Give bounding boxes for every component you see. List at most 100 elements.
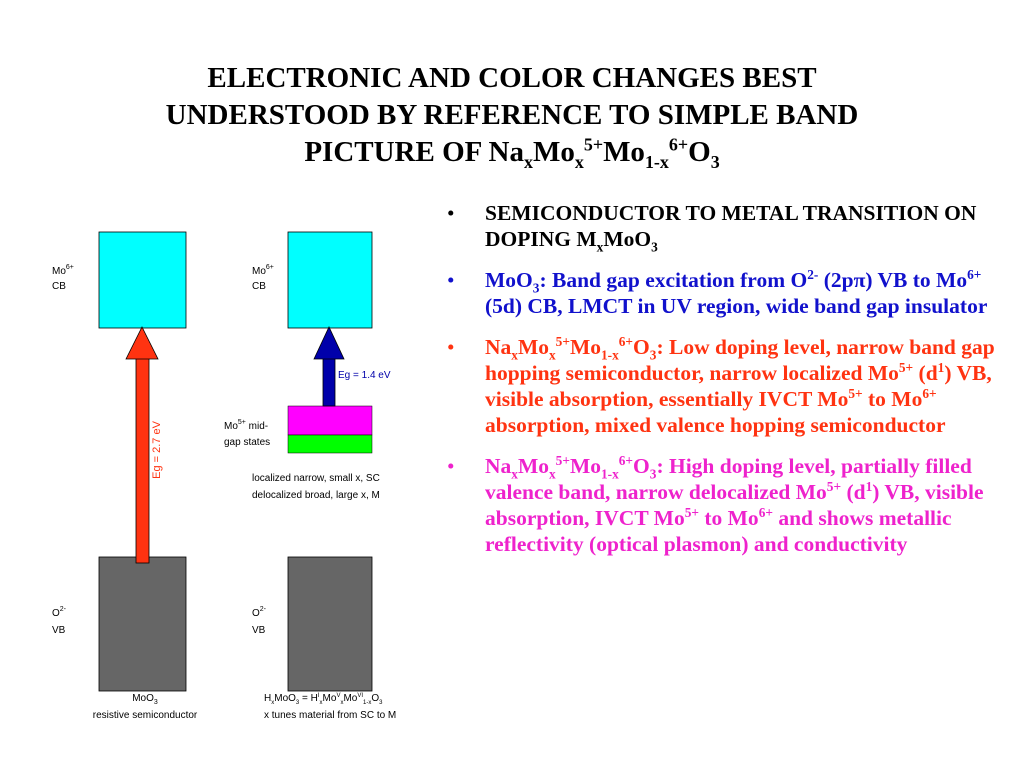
slide-title: ELECTRONIC AND COLOR CHANGES BEST UNDERS… [40,60,984,171]
bullet-text: (2p [818,268,854,292]
label-sup: 2- [260,606,267,613]
right-caption-2: x tunes material from SC to M [264,710,396,721]
left-vb-label-vb: VB [52,625,66,636]
right-gap-arrow-head [313,326,345,360]
bullet-text: to Mo [862,387,923,411]
bullet-sub: 3 [649,347,657,363]
label-text: H [264,693,271,704]
bullet-item-1: • SEMICONDUCTOR TO METAL TRANSITION ON DO… [445,200,1005,255]
bullet-sub: x [511,466,518,482]
bullet-text: SEMICONDUCTOR TO METAL TRANSITION ON DOP… [485,201,977,251]
bullet-marker: • [447,335,455,359]
label-sup: 6+ [66,264,74,271]
right-note-2: delocalized broad, large x, M [252,490,380,501]
bullet-sub: x [549,347,556,363]
bullet-sup: 1 [865,478,873,494]
label-text: MoO [132,693,154,704]
title-line-2: UNDERSTOOD BY REFERENCE TO SIMPLE BAND [165,99,859,131]
label-text: Mo [224,421,238,432]
bullet-list: • SEMICONDUCTOR TO METAL TRANSITION ON DO… [445,200,1005,572]
label-text: O [371,693,379,704]
label-sub: x [340,700,343,706]
right-vb-box [287,556,373,692]
right-midgap-label-2: gap states [224,437,270,448]
bullet-sup: 5+ [848,385,863,401]
bullet-sub: x [511,347,518,363]
label-sub: x [271,700,274,706]
label-text: O [52,608,60,619]
bullet-text: MoO [603,227,652,251]
bullet-sub: 3 [532,280,540,296]
label-sup: 2- [60,606,67,613]
label-text: mid- [246,421,268,432]
right-cb-label-cb: CB [252,281,266,292]
label-text: Mo [252,266,266,277]
bullet-text: Mo [517,335,549,359]
left-gap-arrow-shaft [135,357,150,564]
title-text: O [688,136,711,168]
right-midgap-label-1: Mo5+ mid- [224,419,268,432]
title-line-1: ELECTRONIC AND COLOR CHANGES BEST [207,62,817,94]
label-text: = H [299,693,318,704]
left-cb-box [98,231,187,329]
label-sup: 5+ [238,419,246,426]
title-line-3: PICTURE OF NaxMox5+Mo1-x6+O3 [40,134,984,171]
title-sup: 6+ [668,134,689,155]
bullet-sup: 6+ [758,504,773,520]
label-text: O [252,608,260,619]
bullet-text: ) VB, visible absorption, IVCT Mo [485,480,984,530]
label-text: MoO [274,693,296,704]
right-vb-label-vb: VB [252,625,266,636]
left-vb-box [98,556,187,692]
label-sub: x [320,700,323,706]
bullet-sup: 5+ [684,504,699,520]
bullet-text: and shows metallic reflectivity (optical… [485,506,952,556]
title-sub: x [574,151,584,172]
title-sup: 5+ [583,134,604,155]
right-note-1: localized narrow, small x, SC [252,473,380,484]
bullet-text: : Low doping level, narrow band gap hopp… [485,335,995,385]
bullet-sub: 1-x [600,466,619,482]
bullet-text: MoO [485,268,533,292]
bullet-text: Mo [569,454,601,478]
bullet-sub: 3 [651,239,658,255]
bullet-marker: • [447,454,455,478]
label-text: Mo [343,693,357,704]
bullet-sup: 6+ [618,452,634,468]
label-sup: VI [357,693,363,699]
title-text: PICTURE OF Na [304,136,524,168]
left-cb-label-cb: CB [52,281,66,292]
left-caption-1: MoO3 [132,693,158,706]
bullet-sup: 6+ [967,266,982,282]
bullet-sup: 2- [807,266,819,282]
bullet-text: (5d) CB, LMCT in UV region, wide band ga… [485,294,988,318]
right-midgap-magenta [287,405,373,436]
left-gap-label: Eg = 2.7 eV [151,420,163,478]
right-cb-label: Mo6+ [252,264,274,277]
title-sub: 1-x [644,151,669,172]
label-sub: 3 [296,700,300,706]
bullet-text: Mo [517,454,549,478]
title-text: Mo [603,136,645,168]
label-sup: I [318,693,320,699]
bullet-text: (d [913,361,938,385]
left-vb-label: O2- [52,606,67,619]
label-sub: 3 [379,700,383,706]
bullet-sub: x [596,239,604,255]
right-vb-label: O2- [252,606,267,619]
title-text: Mo [532,136,575,168]
bullet-text: Na [485,454,512,478]
right-cb-box [287,231,373,329]
bullet-text: Mo [569,335,601,359]
bullet-text: O [633,454,650,478]
bullet-sub: 1-x [600,347,619,363]
bullet-sup: 5+ [555,333,570,349]
right-gap-arrow-shaft [322,357,336,407]
bullet-text: ) VB, visible absorption, essentially IV… [485,361,992,411]
bullet-text: absorption, mixed valence hopping semico… [485,413,946,437]
title-sub: x [523,151,533,172]
label-sup: 6+ [266,264,274,271]
bullet-item-2: • MoO3: Band gap excitation from O2- (2pπ… [445,267,1005,319]
left-caption-2: resistive semiconductor [93,710,198,721]
bullet-sup: 6+ [922,385,937,401]
